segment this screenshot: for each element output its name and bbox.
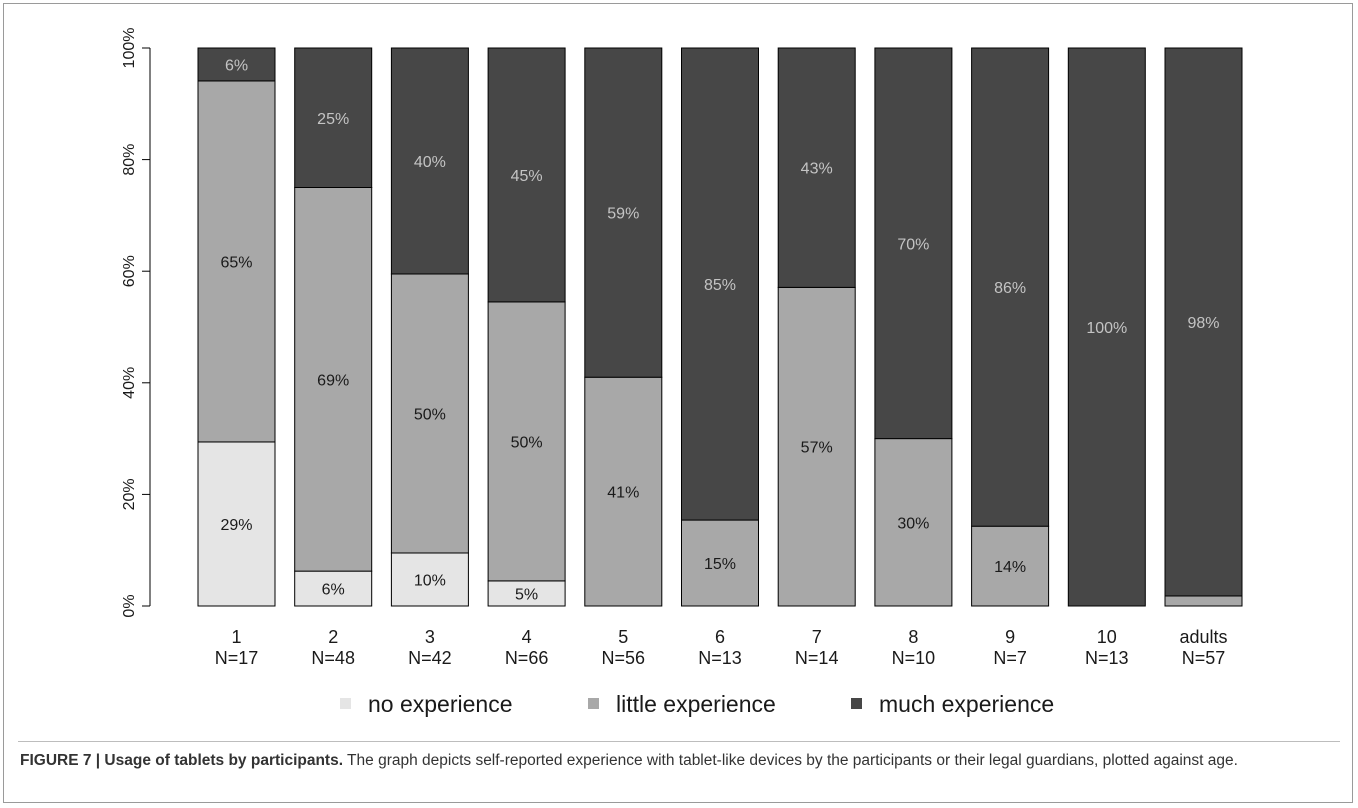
y-tick-label-2: 40% [121,367,138,399]
bar-3-no-experience [390,552,469,607]
x-tick-n-6: N=13 [698,648,742,668]
legend-label-little-experience: little experience [616,691,776,717]
bar-10-much-experience [1067,47,1146,607]
bar-1-no-experience [197,441,276,607]
bar-7-much-experience [777,47,856,288]
data-label-4-little-experience: 50% [511,434,543,451]
bar-9-little-experience [971,525,1050,607]
bar-7-little-experience [777,286,856,607]
data-label-1-little-experience: 65% [220,254,252,271]
data-label-8-much-experience: 70% [897,236,929,253]
bar-1-much-experience [197,47,276,82]
bar-2-little-experience [294,187,373,572]
x-tick-label-6: 6 [715,627,725,647]
x-tick-label-5: 5 [618,627,628,647]
x-tick-label-adults: adults [1179,627,1227,647]
data-label-1-much-experience: 6% [225,57,248,74]
bar-6-much-experience [681,47,759,521]
legend-label-no-experience: no experience [368,691,513,717]
y-tick-label-0: 0% [121,594,138,617]
figure-caption: FIGURE 7 | Usage of tablets by participa… [20,750,1338,772]
legend-swatch-no-experience [340,698,351,709]
data-label-2-no-experience: 6% [322,582,345,599]
data-label-4-much-experience: 45% [511,168,543,185]
data-label-7-little-experience: 57% [801,440,833,457]
y-tick-label-5: 100% [121,28,138,69]
x-tick-label-2: 2 [328,627,338,647]
bar-5-much-experience [584,47,663,378]
bar-4-no-experience [487,580,566,607]
y-tick-label-1: 20% [121,478,138,510]
bar-5-little-experience [584,376,663,607]
data-label-3-little-experience: 50% [414,406,446,423]
caption-divider [18,741,1340,742]
data-label-3-no-experience: 10% [414,572,446,589]
x-tick-n-1: N=17 [215,648,259,668]
legend-swatch-much-experience [851,698,862,709]
bar-2-much-experience [294,47,373,188]
x-tick-label-3: 3 [425,627,435,647]
x-tick-label-7: 7 [812,627,822,647]
x-tick-n-3: N=42 [408,648,452,668]
data-label-3-much-experience: 40% [414,154,446,171]
data-label-6-little-experience: 15% [704,556,736,573]
data-label-5-much-experience: 59% [607,206,639,223]
bar-adults-little-experience [1164,595,1243,607]
x-tick-n-adults: N=57 [1182,648,1226,668]
x-tick-n-5: N=56 [602,648,646,668]
y-tick-label-3: 60% [121,255,138,287]
figure-frame [3,3,1353,803]
bar-3-much-experience [390,47,469,275]
caption-title: FIGURE 7 | Usage of tablets by participa… [20,752,344,769]
legend-label-much-experience: much experience [879,691,1054,717]
data-label-9-little-experience: 14% [994,559,1026,576]
x-tick-n-2: N=48 [311,648,355,668]
y-tick-label-4: 80% [121,144,138,176]
legend-swatch-little-experience [588,698,599,709]
data-label-8-little-experience: 30% [897,515,929,532]
caption-text: The graph depicts self-reported experien… [343,752,1238,769]
data-label-5-little-experience: 41% [607,485,639,502]
x-tick-n-8: N=10 [892,648,936,668]
x-tick-label-4: 4 [522,627,532,647]
bar-6-little-experience [681,519,759,607]
data-label-6-much-experience: 85% [704,277,736,294]
bar-3-little-experience [390,273,469,554]
data-label-1-no-experience: 29% [220,517,252,534]
data-label-2-little-experience: 69% [317,372,349,389]
x-tick-label-1: 1 [231,627,241,647]
data-label-adults-much-experience: 98% [1187,315,1219,332]
x-tick-label-10: 10 [1097,627,1117,647]
x-tick-n-7: N=14 [795,648,839,668]
x-tick-label-8: 8 [908,627,918,647]
bar-9-much-experience [971,47,1050,527]
x-tick-label-9: 9 [1005,627,1015,647]
bar-8-little-experience [874,438,953,607]
bar-4-little-experience [487,301,566,582]
data-label-10-much-experience: 100% [1086,320,1127,337]
data-label-7-much-experience: 43% [801,161,833,178]
data-label-4-no-experience: 5% [515,586,538,603]
data-label-2-much-experience: 25% [317,111,349,128]
bar-adults-much-experience [1164,47,1243,597]
bar-4-much-experience [487,47,566,303]
x-tick-n-10: N=13 [1085,648,1129,668]
stacked-bar-chart: 0%20%40%60%80%100%29%65%6%1N=176%69%25%2… [121,28,1243,717]
bar-2-no-experience [294,570,373,607]
x-tick-n-4: N=66 [505,648,549,668]
x-tick-n-9: N=7 [993,648,1027,668]
bar-1-little-experience [197,80,276,443]
bar-8-much-experience [874,47,953,440]
data-label-9-much-experience: 86% [994,280,1026,297]
